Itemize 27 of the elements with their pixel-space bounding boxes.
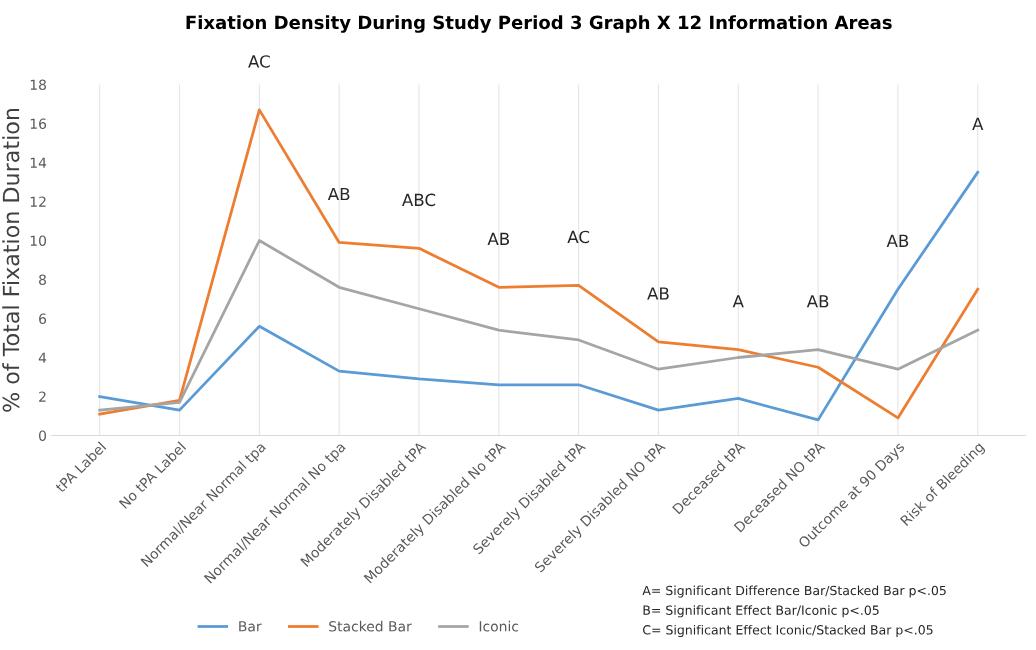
y-axis-title: % of Total Fixation Duration <box>2 108 20 412</box>
legend-label: Iconic <box>479 620 519 632</box>
annotation: AC <box>567 230 590 244</box>
annotation: A <box>972 117 984 130</box>
y-tick-label: 2 <box>39 391 46 402</box>
text: AC <box>248 55 270 68</box>
legend-label: Bar <box>239 621 262 632</box>
y-tick-label: 12 <box>30 196 46 207</box>
legend-label: Stacked Bar <box>329 620 412 632</box>
y-tick-label: 8 <box>39 274 46 285</box>
y-tick-label: 6 <box>39 313 47 324</box>
text: A= Significant Difference Bar/Stacked Bar p<.05 B= Significant Effect Bar/Iconic p<.05 C= Significant Effect Iconic/Stacked Bar p<.05 <box>642 585 946 637</box>
annotation: AB <box>487 232 510 245</box>
annotation: ABC <box>402 193 436 207</box>
y-tick-label: 14 <box>30 157 47 168</box>
y-tick-label: 10 <box>30 235 47 246</box>
y-tick-label: 16 <box>30 118 47 129</box>
y-tick-label: 18 <box>30 79 46 90</box>
annotation: AB <box>647 287 669 300</box>
chart-title: Fixation Density During Study Period 3 Graph X 12 Information Areas <box>186 15 892 33</box>
annotation: AB <box>327 187 350 201</box>
y-tick-label: 4 <box>38 352 47 363</box>
annotation: AB <box>886 234 909 247</box>
y-tick-label: 0 <box>39 430 47 441</box>
line-series <box>98 170 980 422</box>
annotation: AB <box>806 295 829 308</box>
annotation: A <box>732 295 744 308</box>
